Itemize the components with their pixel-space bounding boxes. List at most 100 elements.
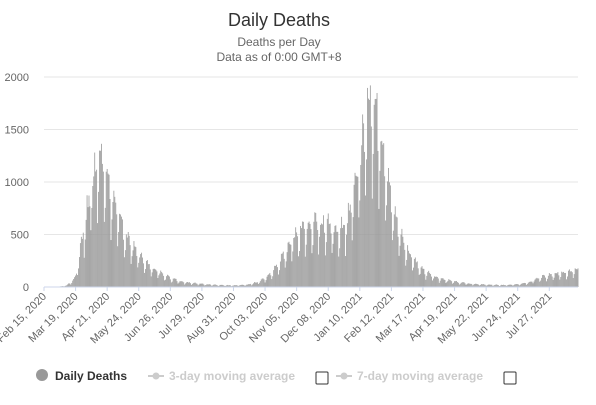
bar[interactable]: [363, 123, 365, 287]
bar[interactable]: [222, 285, 224, 287]
bar[interactable]: [390, 212, 392, 287]
bar[interactable]: [473, 284, 475, 287]
bar[interactable]: [502, 284, 503, 287]
bar[interactable]: [544, 275, 545, 287]
bar[interactable]: [415, 262, 417, 287]
bar[interactable]: [376, 92, 378, 288]
bar[interactable]: [174, 278, 176, 287]
bar[interactable]: [136, 256, 138, 287]
bar[interactable]: [175, 278, 177, 287]
bar[interactable]: [285, 261, 287, 287]
bar[interactable]: [554, 273, 556, 287]
bar[interactable]: [457, 282, 459, 287]
bar[interactable]: [373, 104, 375, 287]
bar[interactable]: [384, 176, 386, 287]
bar[interactable]: [292, 251, 294, 287]
bar[interactable]: [526, 284, 528, 287]
bar[interactable]: [64, 285, 66, 287]
bar[interactable]: [367, 87, 368, 287]
bar[interactable]: [461, 282, 463, 287]
bar[interactable]: [351, 240, 353, 287]
bar[interactable]: [402, 236, 404, 287]
bar[interactable]: [299, 251, 300, 287]
bar[interactable]: [223, 285, 225, 287]
bar[interactable]: [450, 280, 452, 287]
bar[interactable]: [507, 284, 509, 287]
bar[interactable]: [75, 275, 76, 287]
bar[interactable]: [131, 256, 133, 287]
bar[interactable]: [82, 232, 84, 287]
bar[interactable]: [320, 224, 321, 287]
bar[interactable]: [460, 282, 462, 287]
bar[interactable]: [103, 221, 105, 287]
bar[interactable]: [417, 268, 419, 287]
bar[interactable]: [331, 252, 333, 287]
bar[interactable]: [273, 270, 275, 287]
bar[interactable]: [508, 284, 510, 287]
bar[interactable]: [142, 257, 143, 287]
bar[interactable]: [243, 285, 245, 287]
bar[interactable]: [490, 284, 492, 287]
bar[interactable]: [126, 237, 128, 287]
bar[interactable]: [551, 276, 553, 287]
bar[interactable]: [162, 273, 164, 287]
bar[interactable]: [197, 285, 199, 287]
bar[interactable]: [102, 171, 104, 287]
bar[interactable]: [114, 196, 116, 287]
bar[interactable]: [559, 279, 561, 287]
bar[interactable]: [362, 114, 364, 287]
bar[interactable]: [264, 282, 266, 287]
bar[interactable]: [289, 244, 291, 287]
bar[interactable]: [327, 213, 329, 287]
bar[interactable]: [566, 279, 567, 287]
bar[interactable]: [518, 284, 520, 287]
bar[interactable]: [194, 282, 196, 287]
bar[interactable]: [216, 285, 218, 287]
bar[interactable]: [440, 278, 442, 287]
bar[interactable]: [419, 273, 421, 287]
bar[interactable]: [106, 168, 108, 287]
bar[interactable]: [259, 281, 261, 287]
bar[interactable]: [76, 273, 77, 287]
bar[interactable]: [152, 269, 154, 287]
bar[interactable]: [149, 269, 151, 287]
bar[interactable]: [225, 285, 227, 287]
bar[interactable]: [479, 285, 480, 287]
bar[interactable]: [221, 284, 223, 287]
bar[interactable]: [326, 218, 328, 287]
bar[interactable]: [146, 260, 148, 287]
bar[interactable]: [168, 276, 170, 287]
bar[interactable]: [201, 283, 203, 287]
bar[interactable]: [350, 212, 352, 287]
bar[interactable]: [191, 283, 193, 287]
bar[interactable]: [454, 281, 455, 287]
bar[interactable]: [241, 284, 243, 287]
bar[interactable]: [422, 268, 424, 287]
bar[interactable]: [343, 224, 344, 287]
bar[interactable]: [539, 281, 541, 287]
bar[interactable]: [524, 283, 526, 287]
bar[interactable]: [555, 273, 557, 287]
bar[interactable]: [330, 233, 332, 287]
bar[interactable]: [324, 255, 326, 287]
bar[interactable]: [295, 227, 297, 287]
bar[interactable]: [401, 228, 403, 287]
bar[interactable]: [477, 284, 478, 287]
bar[interactable]: [436, 276, 438, 287]
bar[interactable]: [455, 281, 456, 287]
bar[interactable]: [412, 270, 413, 287]
bar[interactable]: [514, 284, 516, 287]
bar[interactable]: [260, 279, 262, 287]
bar[interactable]: [382, 144, 384, 287]
bar[interactable]: [411, 257, 412, 287]
bar[interactable]: [244, 285, 246, 287]
bar[interactable]: [310, 229, 312, 287]
bar[interactable]: [116, 214, 118, 287]
bar[interactable]: [465, 284, 467, 287]
bar[interactable]: [449, 279, 451, 287]
bar[interactable]: [281, 253, 283, 287]
bar[interactable]: [347, 202, 349, 287]
bar[interactable]: [443, 279, 445, 287]
bar[interactable]: [105, 171, 107, 287]
bar[interactable]: [502, 284, 504, 287]
